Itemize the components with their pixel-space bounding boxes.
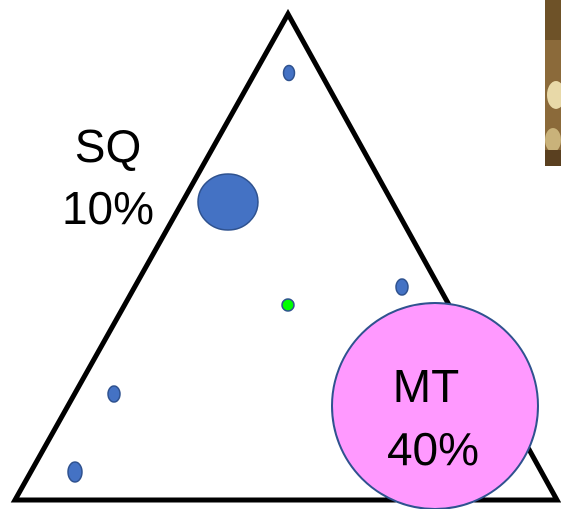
blue-dot-large	[197, 173, 259, 231]
mt-circle	[331, 302, 539, 509]
photo-highlight-2	[545, 128, 561, 152]
blue-dot-right	[395, 278, 409, 296]
blue-dot-bottom-left	[67, 461, 83, 483]
photo-top	[545, 0, 561, 40]
photo-bottom	[545, 150, 561, 166]
blue-dot-lower-left	[107, 385, 121, 403]
ternary-triangle	[10, 8, 561, 503]
photo-fragment	[545, 0, 561, 166]
mt-label-name: MT	[393, 360, 459, 412]
green-dot-center	[281, 298, 295, 312]
photo-highlight	[547, 81, 561, 109]
sq-label-value: 10%	[62, 182, 154, 234]
mt-label-value: 40%	[387, 423, 479, 475]
blue-dot-top	[282, 64, 296, 82]
sq-label-name: SQ	[75, 120, 141, 172]
